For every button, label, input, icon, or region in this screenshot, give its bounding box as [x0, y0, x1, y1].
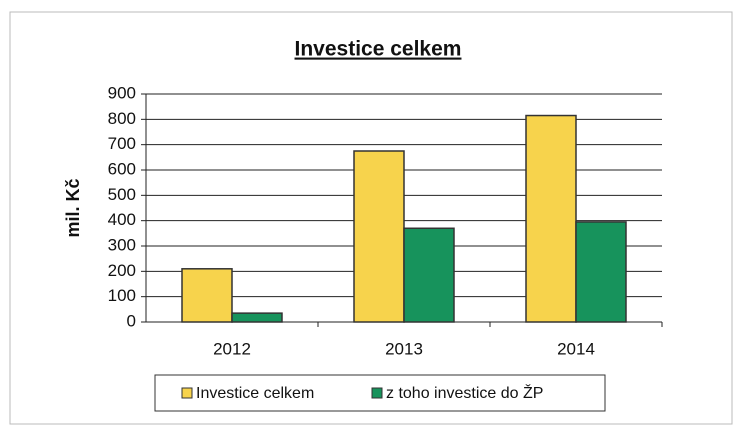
y-tick-label: 400	[108, 210, 136, 229]
y-tick-label: 700	[108, 134, 136, 153]
x-tick-label: 2014	[557, 339, 595, 358]
y-tick-label: 800	[108, 109, 136, 128]
chart-title: Investice celkem	[295, 38, 462, 61]
legend-label: z toho investice do ŽP	[386, 383, 543, 402]
x-tick-label: 2012	[213, 339, 251, 358]
y-tick-label: 500	[108, 185, 136, 204]
bar	[575, 221, 627, 323]
legend-swatch	[181, 387, 193, 399]
y-tick-label: 0	[127, 311, 136, 330]
y-tick-label: 100	[108, 286, 136, 305]
y-tick-label: 900	[108, 83, 136, 102]
bar	[181, 268, 233, 323]
y-tick-label: 200	[108, 261, 136, 280]
bar	[353, 150, 405, 323]
bar	[403, 227, 455, 323]
x-tick-label: 2013	[385, 339, 423, 358]
bar	[231, 312, 283, 323]
bar	[525, 114, 577, 323]
y-tick-label: 600	[108, 159, 136, 178]
legend-label: Investice celkem	[196, 385, 314, 402]
y-axis-label: mil. Kč	[63, 178, 83, 237]
legend-swatch	[371, 387, 383, 399]
y-tick-label: 300	[108, 235, 136, 254]
